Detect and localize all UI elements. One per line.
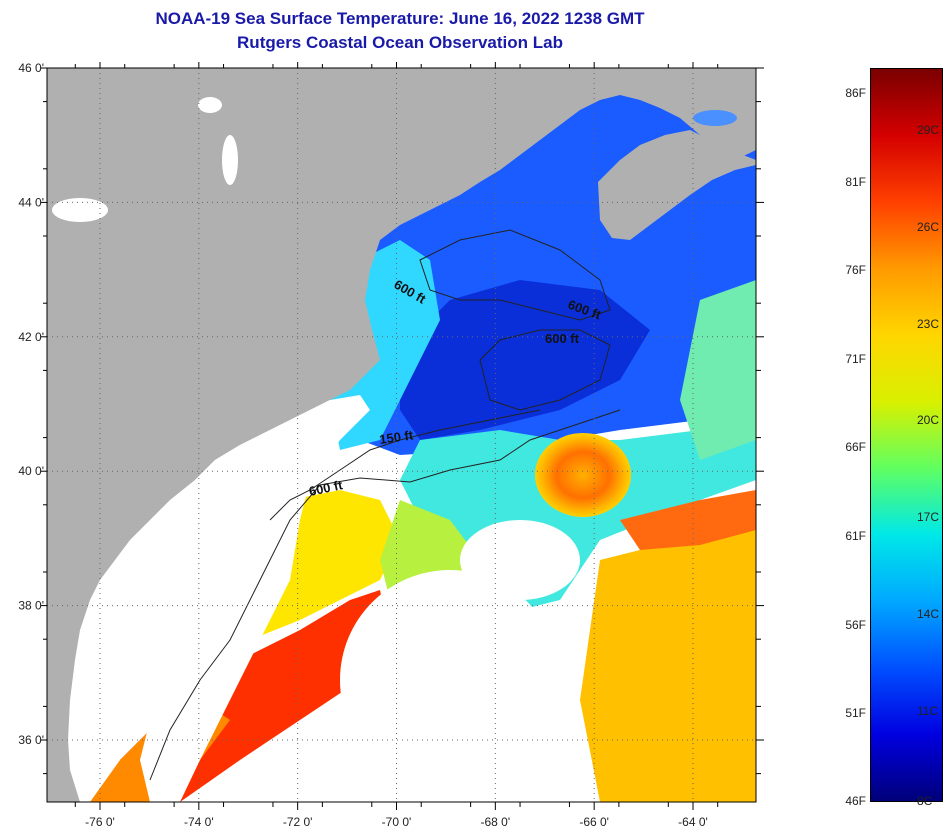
lon-tick-label: -64 0' [678, 815, 708, 829]
map-title: NOAA-19 Sea Surface Temperature: June 16… [155, 9, 645, 28]
colorbar-fahrenheit-label: 81F [845, 174, 866, 189]
contour-label: 600 ft [308, 477, 345, 499]
graticule [47, 68, 756, 802]
nova-scotia-land [598, 130, 756, 240]
lake [198, 97, 222, 113]
lat-tick-label: 44 0' [18, 195, 44, 209]
contour-150ft [269, 409, 541, 521]
colorbar-fahrenheit-label: 51F [845, 706, 866, 721]
cloud-patch [460, 520, 580, 600]
lat-tick-label: 36 0' [18, 733, 44, 747]
colorbar-fahrenheit-label: 61F [845, 529, 866, 543]
contour-label: 600 ft [545, 331, 580, 346]
colorbar-celsius-label: 29C [917, 123, 940, 137]
land-mass [47, 68, 756, 802]
contour-600ft [149, 409, 621, 781]
east-orange-band [620, 490, 756, 550]
colorbar-fahrenheit-label: 56F [845, 617, 866, 632]
contour-600ft-north [419, 229, 611, 321]
lon-tick-label: -72 0' [283, 815, 313, 829]
colorbar-celsius-label: 20C [917, 413, 940, 428]
lon-tick-label: -66 0' [579, 815, 609, 829]
lon-tick-label: -70 0' [382, 815, 412, 829]
colorbar-fahrenheit-label: 76F [845, 263, 866, 278]
colorbar-celsius-label: 23C [917, 316, 940, 331]
colorbar [870, 68, 943, 802]
east-green-water [680, 280, 756, 460]
colorbar-strip [870, 68, 943, 802]
colorbar-celsius-label: 17C [917, 510, 940, 525]
coastal-cloud [140, 395, 370, 802]
lon-tick-label: -68 0' [481, 815, 511, 829]
colorbar-celsius-label: 14C [917, 607, 940, 621]
cloud-patch [340, 570, 560, 790]
axis-ticks: -76 0' -74 0' -72 0' -70 0' -68 0' -66 0' -64 … [18, 61, 764, 829]
lat-tick-label: 46 0' [18, 61, 44, 75]
southeast-warm-water [580, 520, 756, 802]
lat-tick-label: 40 0' [18, 464, 44, 478]
cold-core-water [400, 280, 650, 440]
colorbar-fahrenheit-label: 66F [845, 440, 866, 455]
colorbar-celsius-label: 8C [917, 794, 933, 808]
lake [222, 135, 238, 185]
contour-600ft-inner [479, 329, 611, 411]
contour-label: 150 ft [378, 427, 414, 447]
colorbar-fahrenheit-label: 86F [845, 86, 866, 100]
sst-map: 600 ft 600 ft 600 ft 150 ft 600 ft -76 0… [18, 61, 764, 829]
warm-core-eddy [535, 433, 631, 517]
lat-tick-label: 42 0' [18, 330, 44, 344]
colorbar-fahrenheit-label: 46F [845, 794, 866, 808]
map-subtitle: Rutgers Coastal Ocean Observation Lab [237, 33, 563, 52]
lon-tick-label: -76 0' [85, 815, 115, 829]
colorbar-fahrenheit-label: 71F [845, 351, 866, 366]
lake [52, 198, 108, 222]
colorbar-celsius-label: 26C [917, 219, 940, 234]
lake [693, 110, 737, 126]
lon-tick-label: -74 0' [184, 815, 214, 829]
lat-tick-label: 38 0' [18, 599, 44, 613]
map-frame [46, 67, 757, 803]
colorbar-celsius-label: 11C [917, 703, 939, 718]
